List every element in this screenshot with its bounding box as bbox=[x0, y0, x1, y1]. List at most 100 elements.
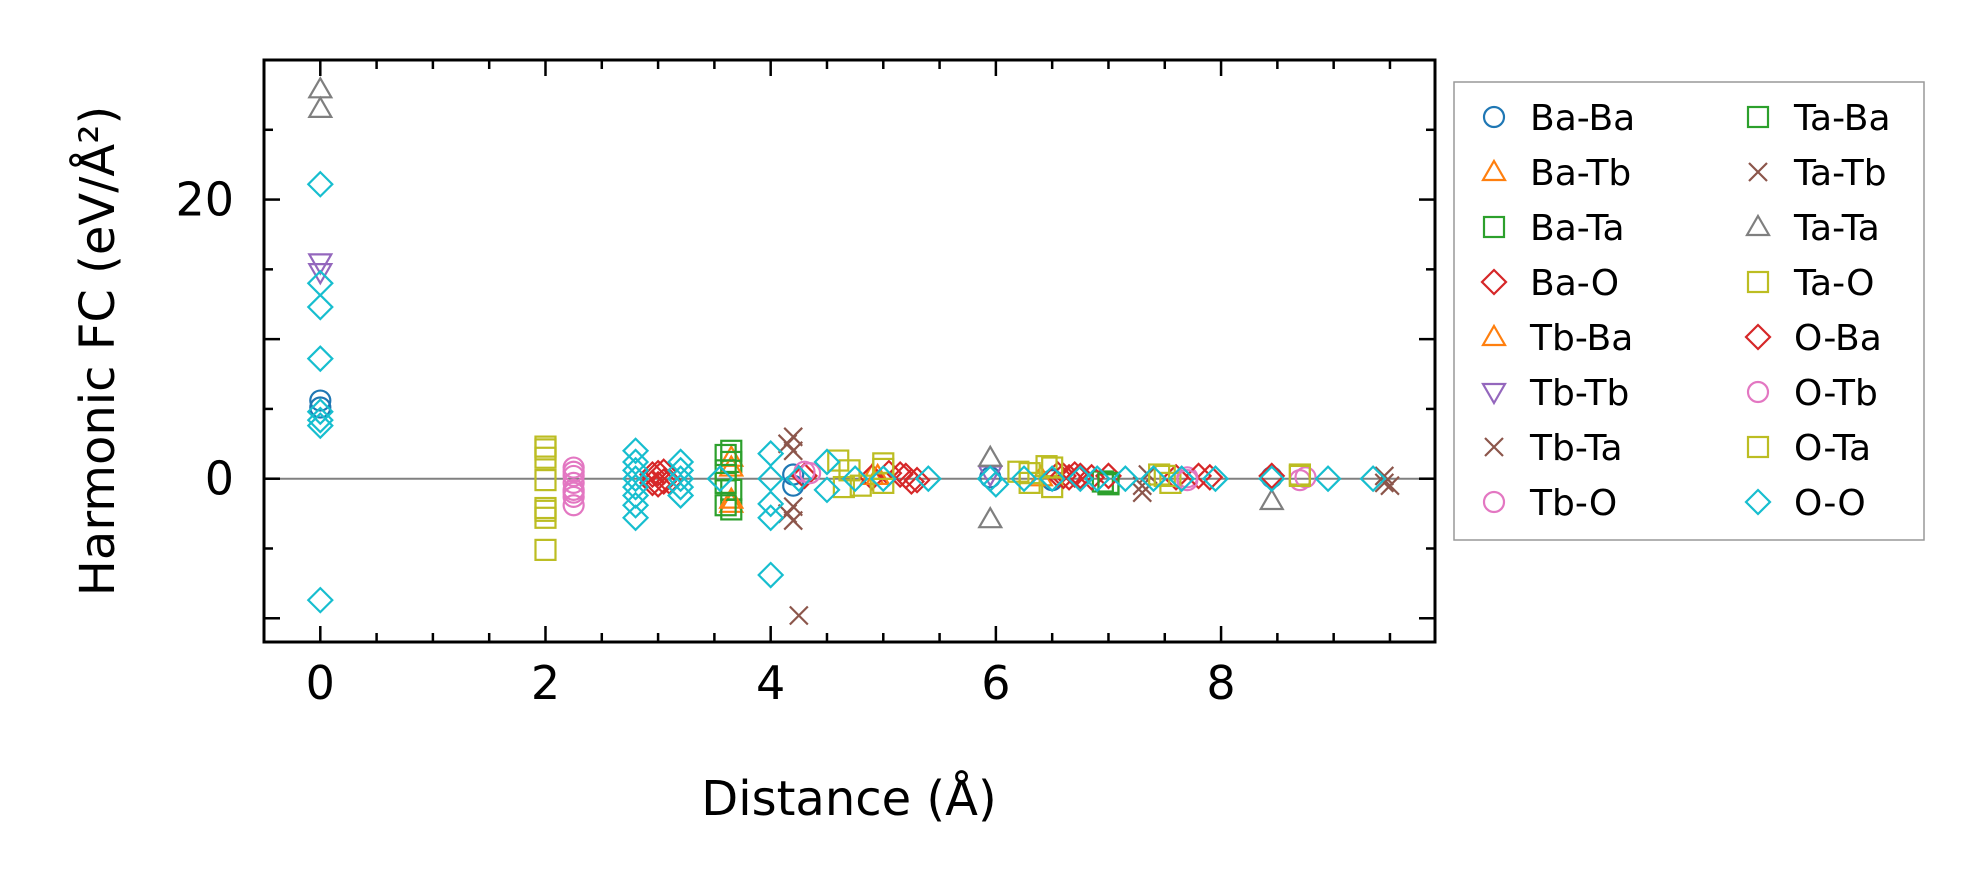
legend-marker-tb-o bbox=[1482, 490, 1506, 514]
point-o-o bbox=[841, 465, 869, 493]
legend-marker-ta-ta bbox=[1745, 213, 1771, 237]
point-o-o bbox=[1139, 465, 1168, 493]
x-axis-label: Distance (Å) bbox=[701, 770, 996, 827]
point-ba-ba bbox=[309, 389, 332, 412]
legend-marker-ta-ba bbox=[1746, 105, 1770, 129]
point-o-o bbox=[1258, 465, 1286, 493]
x-tick-label: 4 bbox=[756, 656, 785, 710]
point-ba-o bbox=[1196, 463, 1224, 491]
point-o-o bbox=[869, 465, 897, 493]
point-o-o bbox=[622, 437, 650, 465]
legend-item-o-ba: O-Ba bbox=[1744, 318, 1882, 359]
point-ba-tb bbox=[718, 490, 745, 513]
point-o-o bbox=[1111, 465, 1139, 493]
legend-marker-o-tb bbox=[1746, 380, 1770, 404]
point-o-o bbox=[1359, 465, 1387, 493]
legend-label: Tb-Ba bbox=[1529, 318, 1633, 359]
legend-item-o-tb: O-Tb bbox=[1746, 373, 1878, 414]
x-tick-label: 2 bbox=[531, 656, 560, 710]
legend-label: Ba-O bbox=[1530, 263, 1619, 304]
point-o-ta bbox=[534, 435, 557, 458]
point-o-o bbox=[306, 345, 334, 373]
x-tick-label: 0 bbox=[306, 656, 335, 710]
point-o-ta bbox=[872, 457, 895, 481]
legend-item-ta-ta: Ta-Ta bbox=[1745, 208, 1880, 249]
legend-item-ba-ba: Ba-Ba bbox=[1482, 98, 1635, 139]
point-ta-tb bbox=[1374, 473, 1395, 493]
x-tick-label: 8 bbox=[1206, 656, 1235, 710]
legend-marker-ba-o bbox=[1480, 268, 1508, 296]
point-ta-ba bbox=[714, 494, 737, 517]
point-o-o bbox=[667, 465, 695, 493]
point-ta-tb bbox=[777, 434, 798, 454]
legend-label: Ta-Tb bbox=[1793, 153, 1887, 194]
point-o-ba bbox=[1184, 462, 1213, 490]
point-ba-o bbox=[1055, 463, 1083, 491]
legend-marker-tb-ba bbox=[1481, 323, 1507, 347]
legend-marker-tb-tb bbox=[1481, 382, 1507, 406]
point-o-o bbox=[706, 465, 734, 493]
legend-item-tb-ba: Tb-Ba bbox=[1481, 318, 1633, 359]
legend-marker-o-o bbox=[1744, 488, 1772, 516]
point-ta-ta bbox=[307, 95, 334, 118]
plot-frame bbox=[262, 58, 1437, 644]
point-ta-ta bbox=[977, 505, 1004, 529]
point-o-o bbox=[622, 491, 650, 519]
point-tb-ta bbox=[1374, 466, 1395, 486]
legend-item-o-ta: O-Ta bbox=[1746, 428, 1871, 469]
x-tick-label: 6 bbox=[981, 656, 1010, 710]
point-tb-ba bbox=[718, 486, 745, 509]
point-o-ta bbox=[1041, 456, 1064, 479]
point-o-ba bbox=[1066, 462, 1094, 490]
point-tb-o bbox=[562, 471, 585, 494]
legend-label: O-Ta bbox=[1794, 428, 1871, 469]
point-o-o bbox=[622, 504, 650, 532]
legend-item-o-o: O-O bbox=[1744, 483, 1866, 524]
point-o-o bbox=[622, 481, 650, 510]
y-axis-label: Harmonic FC (eV/Å²) bbox=[69, 106, 126, 596]
point-o-o bbox=[622, 465, 650, 493]
legend-item-tb-o: Tb-O bbox=[1482, 483, 1617, 524]
point-o-ta bbox=[534, 499, 557, 522]
point-ta-o bbox=[534, 446, 557, 469]
point-tb-tb bbox=[307, 263, 334, 286]
point-ta-o bbox=[534, 469, 557, 492]
point-o-ta bbox=[1018, 462, 1041, 485]
series-o-ta bbox=[534, 435, 1311, 522]
point-tb-o bbox=[562, 494, 585, 517]
legend-label: Tb-O bbox=[1529, 483, 1617, 524]
point-ba-ba bbox=[309, 396, 332, 419]
point-ba-o bbox=[638, 460, 667, 489]
legend-label: Tb-Tb bbox=[1529, 373, 1629, 414]
legend-marker-ba-ba bbox=[1482, 105, 1506, 129]
legend: Ba-Ba Ba-Tb Ba-Ta Ba-O Tb-Ba Tb-Tb Tb-Ta Tb-O Ta… bbox=[1453, 81, 1925, 541]
point-o-ta bbox=[1288, 464, 1311, 488]
point-o-o bbox=[667, 481, 695, 510]
point-o-tb bbox=[1294, 466, 1317, 489]
point-o-o bbox=[1083, 465, 1111, 493]
point-o-ba bbox=[638, 469, 667, 497]
legend-item-ba-o: Ba-O bbox=[1480, 263, 1619, 304]
legend-item-ba-tb: Ba-Tb bbox=[1481, 153, 1631, 194]
point-o-ba bbox=[897, 467, 925, 496]
legend-marker-ta-o bbox=[1746, 270, 1770, 294]
legend-label: Ta-O bbox=[1793, 263, 1874, 304]
legend-label: O-Ba bbox=[1794, 318, 1882, 359]
point-tb-ta bbox=[789, 605, 809, 626]
legend-marker-ta-tb bbox=[1748, 162, 1768, 182]
point-o-o bbox=[813, 476, 841, 504]
point-o-o bbox=[914, 465, 942, 493]
legend-label: O-Tb bbox=[1794, 373, 1878, 414]
point-o-ta bbox=[827, 449, 850, 472]
legend-label: Ba-Tb bbox=[1530, 153, 1631, 194]
data-marks bbox=[264, 76, 1435, 626]
point-ta-ta bbox=[1258, 487, 1285, 511]
legend-marker-o-ba bbox=[1744, 323, 1772, 351]
y-tick-label: 20 bbox=[175, 173, 234, 227]
point-o-ba bbox=[886, 460, 914, 489]
point-o-o bbox=[1038, 465, 1066, 493]
point-o-o bbox=[785, 465, 813, 493]
legend-label: O-O bbox=[1794, 483, 1866, 524]
point-o-o bbox=[306, 412, 334, 440]
legend-frame bbox=[1453, 81, 1925, 541]
